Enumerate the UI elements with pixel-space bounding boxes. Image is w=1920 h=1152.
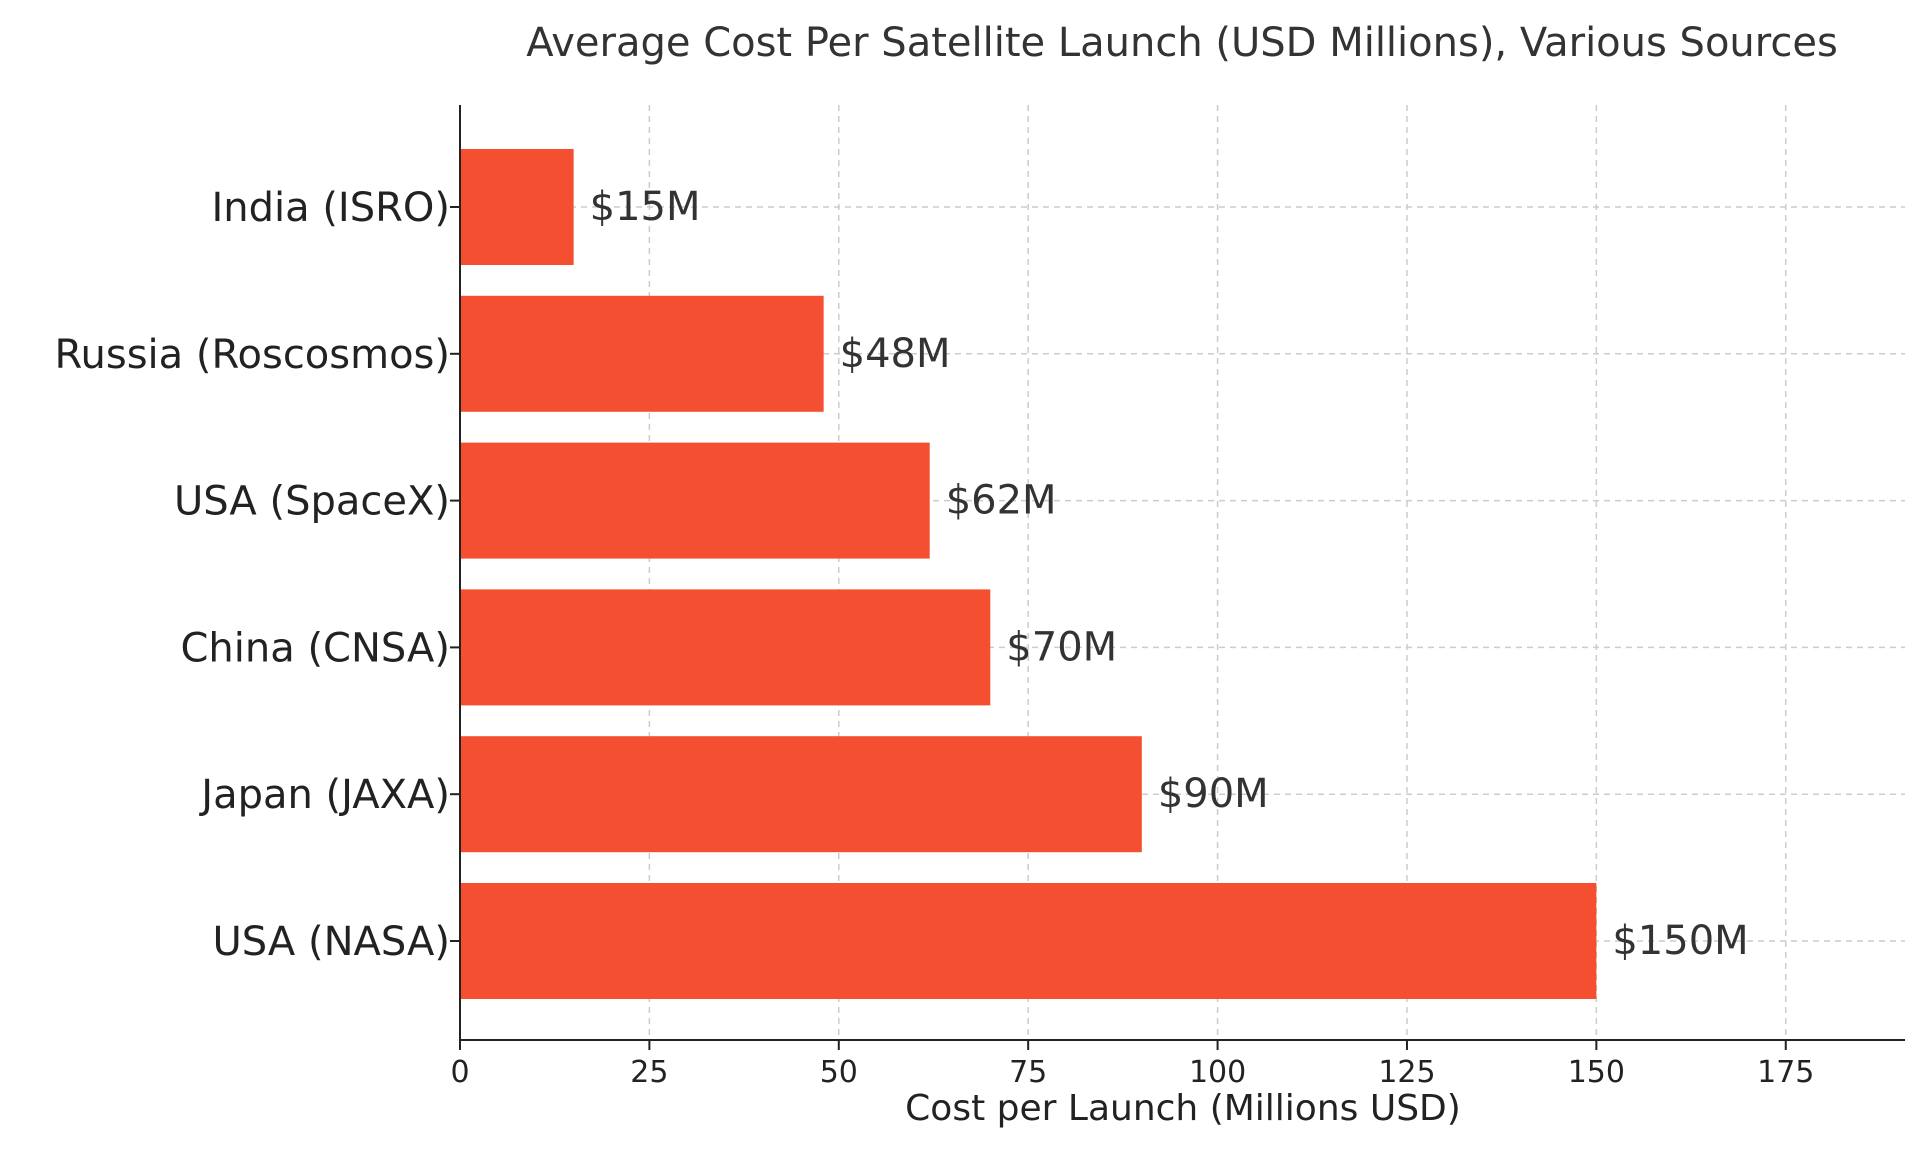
x-tick-label: 0 [450,1055,469,1090]
data-label: $15M [590,184,701,230]
x-tick-label: 75 [1009,1055,1047,1090]
x-tick-label: 25 [630,1055,668,1090]
x-tick-label: 50 [820,1055,858,1090]
y-tick-label: Russia (Roscosmos) [55,332,450,378]
bar [460,589,991,706]
axes [450,105,1905,1050]
y-tick-label: Japan (JAXA) [198,772,450,818]
data-label: $48M [840,331,951,377]
bar [460,295,824,412]
y-tick-label: China (CNSA) [180,625,450,671]
x-tick-label: 100 [1189,1055,1246,1090]
bar [460,736,1142,853]
x-axis-label: Cost per Launch (Millions USD) [905,1088,1461,1129]
data-label: $70M [1006,624,1117,670]
x-tick-label: 125 [1378,1055,1435,1090]
y-tick-label: USA (NASA) [213,919,450,965]
tick-labels: 0 25 50 75 100 125 150 175 India (ISRO) $15M Russi… [55,184,1815,1090]
x-tick-label: 175 [1757,1055,1814,1090]
y-tick-label: India (ISRO) [211,185,450,231]
x-tick-label: 150 [1568,1055,1625,1090]
chart-title: Average Cost Per Satellite Launch (USD M… [526,20,1838,66]
bars [460,149,1597,999]
bar [460,149,574,265]
bar [460,883,1597,999]
data-label: $90M [1158,771,1269,817]
data-label: $150M [1612,918,1748,964]
y-tick-label: USA (SpaceX) [174,479,450,525]
grid-lines [460,105,1905,1040]
bar [460,442,930,559]
data-label: $62M [946,478,1057,524]
